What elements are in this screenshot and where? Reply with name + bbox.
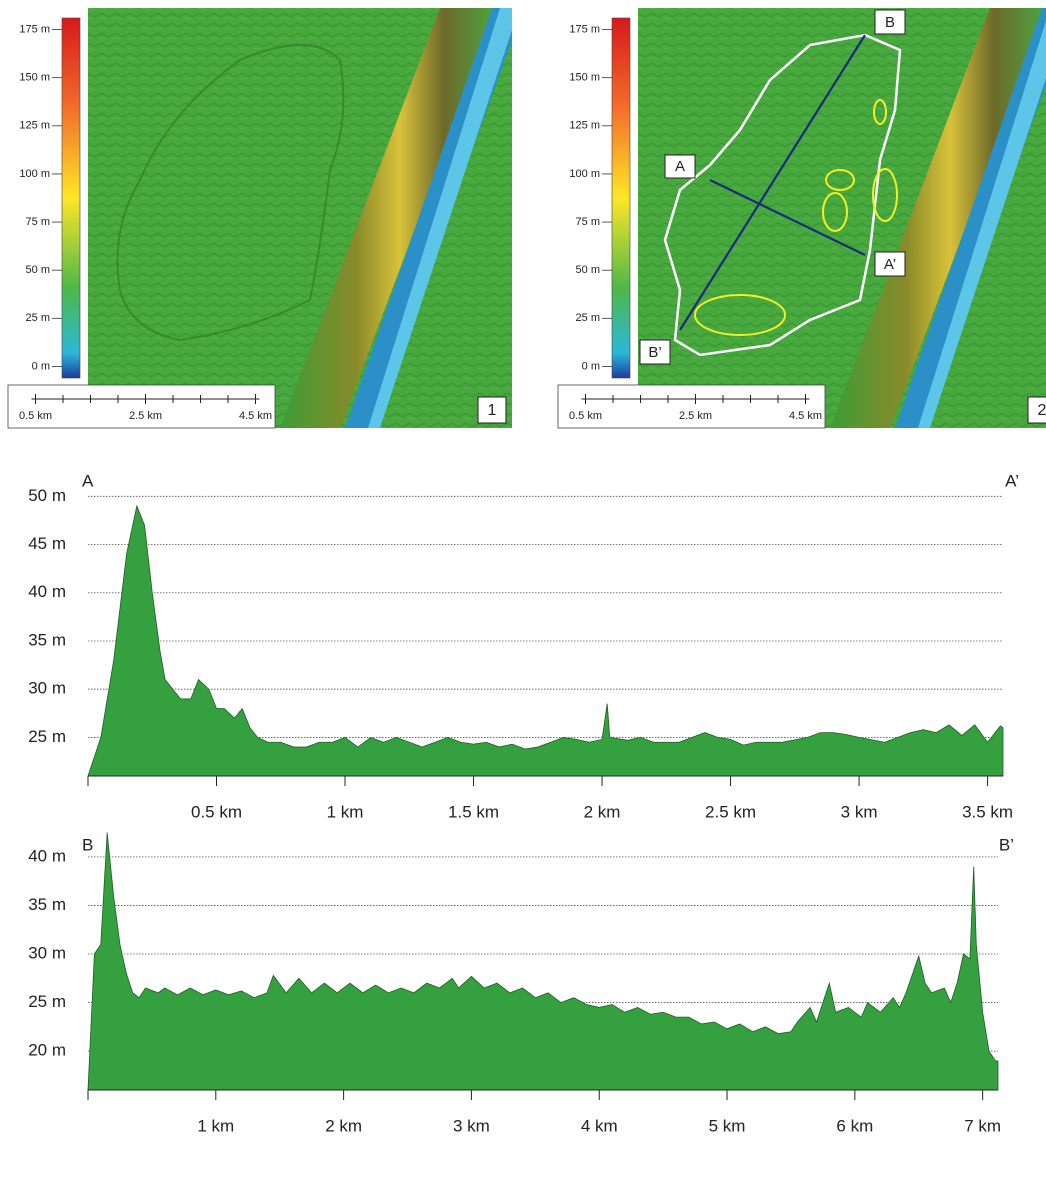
y-tick-label: 35 m (28, 630, 66, 649)
y-tick-label: 50 m (28, 486, 66, 505)
x-tick-label: 0.5 km (191, 802, 242, 821)
colorbar-tick-label: 150 m (19, 72, 50, 84)
y-tick-label: 40 m (28, 846, 66, 865)
panel-label: 2 (1038, 402, 1046, 419)
colorbar-tick-label: 175 m (569, 23, 600, 35)
profile-end-label: B’ (999, 835, 1014, 854)
panel-label: 1 (488, 402, 497, 419)
colorbar (62, 18, 80, 378)
y-tick-label: 30 m (28, 943, 66, 962)
colorbar-tick-label: 100 m (569, 168, 600, 180)
colorbar-tick-label: 125 m (19, 120, 50, 132)
profiles: 25 m 30 m 35 m 40 m 45 m 50 m 0.5 km 1 km 1.5 km… (28, 471, 1019, 1135)
colorbar-tick-label: 175 m (19, 23, 50, 35)
point-label: B (885, 14, 895, 31)
colorbar (612, 18, 630, 378)
colorbar-tick-label: 25 m (576, 312, 600, 324)
colorbar-tick-label: 50 m (26, 264, 50, 276)
x-tick-label: 3 km (841, 802, 878, 821)
x-tick-label: 1 km (197, 1116, 234, 1135)
x-tick-label: 1.5 km (448, 802, 499, 821)
x-tick-label: 2.5 km (705, 802, 756, 821)
scale-label: 4.5 km (239, 410, 272, 422)
colorbar-tick-label: 75 m (26, 216, 50, 228)
scale-label: 4.5 km (789, 410, 822, 422)
colorbar-tick-label: 25 m (26, 312, 50, 324)
profile-start-label: B (82, 835, 93, 854)
point-label: B’ (648, 344, 661, 361)
x-tick-label: 5 km (709, 1116, 746, 1135)
y-tick-label: 35 m (28, 895, 66, 914)
map: A A’ B B’ 2 0 m 25 m 50 m 75 m 100 m 125 m 150… (558, 8, 1046, 428)
y-tick-label: 25 m (28, 727, 66, 746)
y-tick-label: 30 m (28, 679, 66, 698)
figure: 1 0 m 25 m 50 m 75 m 100 m 125 m 150 m 175 m 0.5… (0, 0, 1046, 1178)
profile-end-label: A’ (1005, 471, 1019, 490)
scale-label: 0.5 km (569, 410, 602, 422)
scale-label: 2.5 km (129, 410, 162, 422)
colorbar-tick-label: 125 m (569, 120, 600, 132)
scale-label: 0.5 km (19, 410, 52, 422)
profile-start-label: A (82, 471, 94, 490)
colorbar-tick-label: 0 m (32, 360, 50, 372)
x-tick-label: 2 km (325, 1116, 362, 1135)
y-tick-label: 25 m (28, 992, 66, 1011)
x-tick-label: 1 km (327, 802, 364, 821)
x-tick-label: 3 km (453, 1116, 490, 1135)
point-label: A’ (884, 256, 896, 273)
page: {"chart_data": [ {"type": "area", "start… (0, 0, 1046, 1178)
y-tick-label: 45 m (28, 534, 66, 553)
x-tick-label: 2 km (584, 802, 621, 821)
x-tick-label: 6 km (836, 1116, 873, 1135)
colorbar-tick-label: 75 m (576, 216, 600, 228)
map: 1 0 m 25 m 50 m 75 m 100 m 125 m 150 m 175 m 0.5… (8, 8, 512, 428)
point-label: A (675, 158, 685, 175)
y-tick-label: 40 m (28, 582, 66, 601)
colorbar-tick-label: 150 m (569, 72, 600, 84)
colorbar-tick-label: 0 m (582, 360, 600, 372)
y-tick-label: 20 m (28, 1041, 66, 1060)
scale-label: 2.5 km (679, 410, 712, 422)
colorbar-tick-label: 100 m (19, 168, 50, 180)
x-tick-label: 7 km (964, 1116, 1001, 1135)
colorbar-tick-label: 50 m (576, 264, 600, 276)
x-tick-label: 4 km (581, 1116, 618, 1135)
x-tick-label: 3.5 km (962, 802, 1013, 821)
elevation-area (88, 833, 998, 1090)
